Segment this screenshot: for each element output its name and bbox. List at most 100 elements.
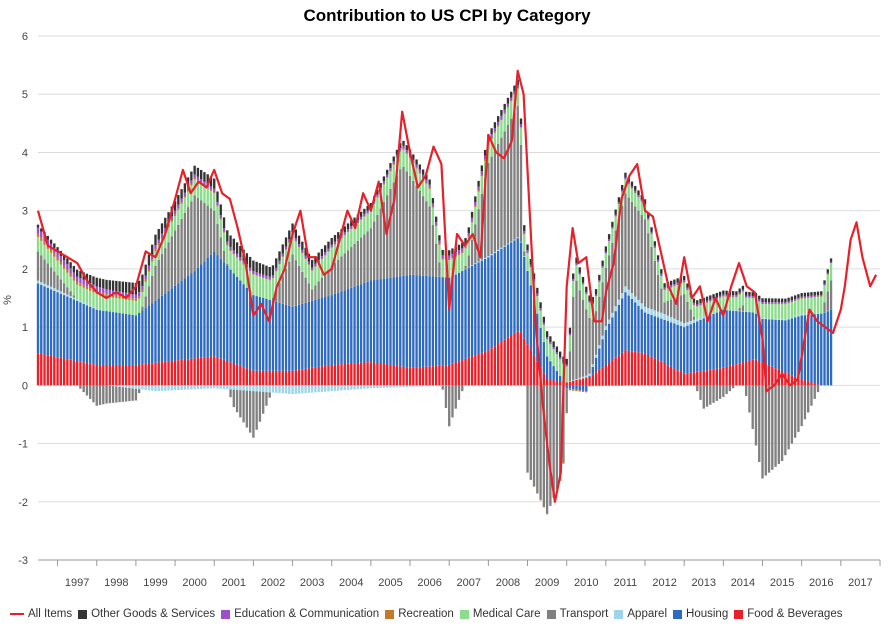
bar-segment	[712, 299, 715, 301]
bar-segment	[346, 223, 350, 230]
y-tick-label: -1	[18, 439, 28, 451]
bar-segment	[500, 341, 503, 386]
bar-segment	[653, 316, 656, 359]
bar-segment	[614, 357, 617, 386]
bar-segment	[434, 226, 438, 244]
bar-segment	[363, 234, 366, 283]
legend-item[interactable]: Apparel	[614, 608, 667, 620]
bar-segment	[310, 289, 314, 301]
bar-segment	[262, 277, 265, 298]
legend-item[interactable]: Housing	[673, 608, 728, 620]
bar-segment	[121, 292, 125, 297]
bar-segment	[346, 231, 350, 233]
legend-item[interactable]: Recreation	[385, 608, 454, 620]
bar-segment	[248, 267, 252, 271]
bar-segment	[366, 213, 369, 214]
bar-segment	[144, 296, 147, 309]
bar-segment	[601, 265, 604, 268]
legend-item[interactable]: All Items	[10, 608, 72, 620]
bar-segment	[516, 238, 519, 332]
bar-segment	[147, 265, 151, 270]
bar-segment	[343, 232, 346, 235]
bar-segment	[356, 285, 360, 364]
bar-segment	[487, 145, 490, 163]
bar-segment	[431, 276, 435, 367]
bar-segment	[350, 220, 353, 227]
bar-segment	[216, 255, 219, 358]
bar-segment	[327, 248, 330, 252]
bar-segment	[810, 295, 813, 298]
bar-segment	[663, 289, 666, 290]
bar-segment	[92, 364, 95, 386]
bar-segment	[807, 385, 810, 413]
bar-segment	[748, 291, 751, 296]
bar-segment	[588, 385, 591, 387]
bar-segment	[366, 205, 369, 211]
bar-segment	[787, 319, 790, 374]
bar-segment	[222, 262, 226, 360]
bar-segment	[333, 293, 337, 365]
bar-segment	[581, 276, 585, 283]
bar-segment	[43, 241, 46, 245]
bar-segment	[621, 298, 624, 353]
bar-segment	[624, 292, 627, 351]
bar-segment	[630, 188, 634, 202]
bar-segment	[177, 360, 180, 386]
legend-item[interactable]: Medical Care	[459, 608, 541, 620]
bar-segment	[506, 243, 510, 245]
bar-segment	[621, 352, 624, 386]
bar-segment	[379, 183, 382, 188]
bar-segment	[722, 294, 725, 297]
bar-segment	[229, 269, 232, 363]
bar-segment	[712, 298, 715, 300]
bar-segment	[177, 204, 180, 209]
bar-segment	[705, 302, 709, 316]
bar-segment	[477, 261, 480, 263]
bar-segment	[751, 296, 754, 298]
bar-segment	[627, 183, 630, 198]
legend-swatch	[385, 609, 395, 619]
bar-segment	[330, 265, 333, 296]
legend-item[interactable]: Food & Beverages	[734, 608, 842, 620]
bar-segment	[751, 312, 754, 360]
bar-segment	[643, 199, 647, 204]
bar-segment	[594, 385, 598, 387]
bar-segment	[157, 385, 160, 391]
bar-segment	[317, 298, 320, 367]
bar-segment	[82, 303, 85, 363]
bar-segment	[216, 224, 219, 256]
bar-segment	[141, 285, 144, 290]
legend-item[interactable]: Other Goods & Services	[78, 608, 215, 620]
bar-segment	[291, 306, 294, 371]
bar-segment	[170, 236, 173, 289]
bar-segment	[359, 237, 363, 285]
bar-segment	[271, 275, 275, 278]
bar-segment	[637, 305, 640, 353]
bar-segment	[288, 385, 291, 394]
bar-segment	[712, 314, 715, 370]
bar-segment	[36, 227, 40, 234]
bar-segment	[219, 237, 222, 259]
bar-segment	[630, 201, 634, 294]
bar-segment	[102, 310, 105, 311]
bar-segment	[758, 361, 761, 386]
bar-segment	[167, 212, 170, 223]
bar-segment	[268, 279, 271, 281]
bar-segment	[474, 196, 477, 203]
bar-segment	[480, 176, 484, 194]
legend-item[interactable]: Transport	[546, 608, 608, 620]
bar-segment	[268, 299, 271, 371]
bar-segment	[111, 290, 115, 295]
bar-segment	[588, 295, 591, 301]
bar-segment	[722, 385, 725, 397]
bar-segment	[441, 385, 444, 390]
bar-segment	[718, 297, 722, 311]
bar-segment	[673, 279, 676, 284]
legend-item[interactable]: Education & Communication	[221, 608, 379, 620]
bar-segment	[431, 198, 435, 204]
bar-segment	[784, 302, 787, 304]
bar-segment	[712, 294, 715, 299]
bar-segment	[660, 273, 663, 276]
bar-segment	[738, 310, 741, 312]
bar-segment	[40, 237, 43, 241]
